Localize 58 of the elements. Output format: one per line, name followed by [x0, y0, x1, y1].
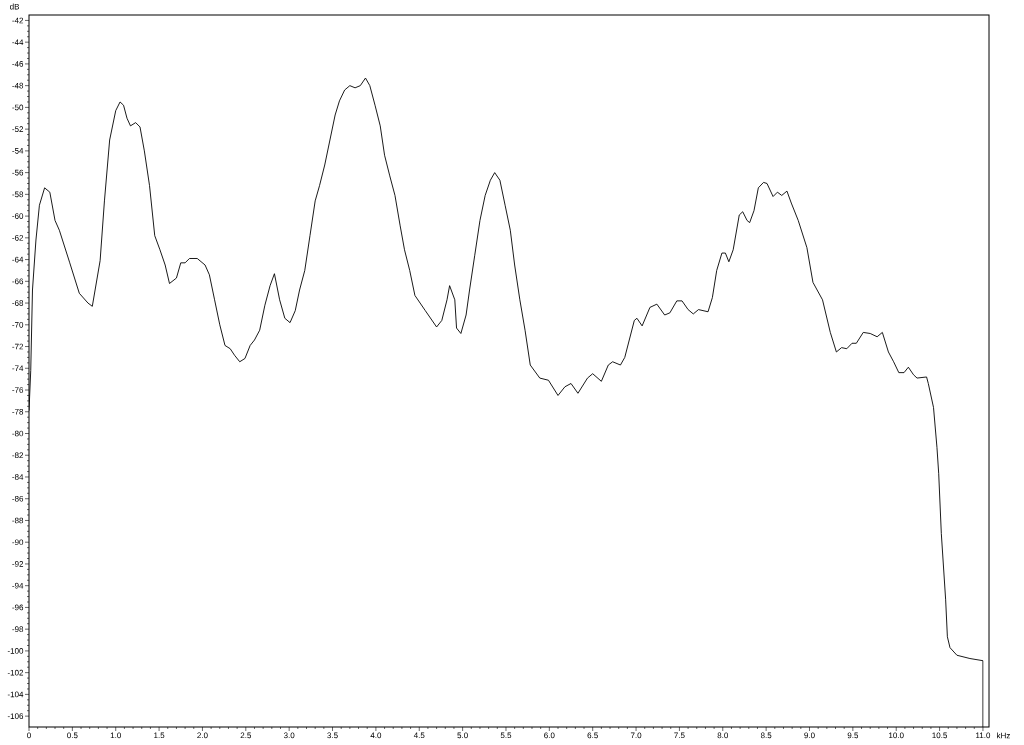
x-tick-label: 4.5 — [413, 732, 425, 739]
y-tick-label: -56 — [12, 169, 24, 176]
x-tick-label: 7.5 — [674, 732, 685, 739]
y-tick-label: -106 — [7, 713, 24, 719]
x-axis-title: kHz — [997, 732, 1010, 739]
x-tick-label: 9.5 — [847, 732, 859, 739]
y-tick-label: -74 — [12, 365, 24, 372]
x-tick-label: 5.5 — [500, 732, 512, 739]
x-tick-label: 9.0 — [804, 732, 815, 739]
y-tick-label: -70 — [12, 321, 24, 328]
x-tick-label: 11.0 — [976, 732, 991, 739]
x-tick-label: 6.0 — [544, 732, 555, 739]
x-tick-label: 0 — [27, 732, 31, 739]
y-tick-label: -50 — [12, 104, 24, 111]
x-tick-label: 1.0 — [110, 732, 121, 739]
x-tick-label: 5.0 — [457, 732, 468, 739]
y-tick-label: -64 — [12, 256, 24, 263]
y-tick-label: -62 — [12, 235, 24, 241]
x-tick-label: 0.5 — [67, 732, 78, 739]
y-axis-title: dB — [10, 3, 20, 10]
x-tick-label: 3.5 — [327, 732, 338, 739]
x-tick-label: 2.0 — [197, 732, 208, 739]
y-tick-label: -80 — [12, 430, 24, 437]
y-tick-label: -76 — [12, 387, 24, 393]
y-tick-label: -98 — [12, 626, 24, 632]
y-tick-label: -88 — [12, 517, 24, 524]
x-tick-label: 2.5 — [240, 732, 252, 739]
y-tick-label: -44 — [12, 39, 24, 45]
y-tick-label: -100 — [7, 648, 24, 654]
y-tick-label: -42 — [12, 17, 24, 24]
y-tick-label: -92 — [12, 561, 24, 567]
y-tick-label: -94 — [12, 582, 24, 589]
y-tick-label: -102 — [7, 669, 24, 676]
y-tick-label: -58 — [12, 191, 24, 198]
y-tick-label: -84 — [12, 474, 24, 480]
y-tick-label: -68 — [12, 300, 24, 306]
y-tick-label: -46 — [12, 61, 24, 67]
x-tick-label: 1.5 — [154, 732, 165, 739]
y-tick-label: -60 — [12, 213, 24, 219]
y-tick-label: -78 — [12, 408, 24, 415]
y-tick-label: -82 — [12, 452, 24, 459]
x-tick-label: 8.5 — [760, 732, 772, 739]
y-tick-label: -48 — [12, 82, 24, 89]
x-tick-label: 10.5 — [932, 732, 948, 739]
y-tick-label: -96 — [12, 604, 24, 611]
y-tick-label: -66 — [12, 278, 24, 285]
y-tick-label: -52 — [12, 126, 24, 132]
y-tick-label: -72 — [12, 343, 24, 350]
y-tick-label: -90 — [12, 539, 24, 546]
x-tick-label: 3.0 — [283, 732, 295, 739]
x-tick-label: 4.0 — [370, 732, 382, 739]
x-tick-label: 8.0 — [717, 732, 729, 739]
x-tick-label: 7.0 — [630, 732, 642, 739]
y-tick-label: -86 — [12, 495, 24, 502]
x-tick-label: 6.5 — [587, 732, 598, 739]
y-tick-label: -54 — [12, 148, 24, 154]
y-tick-label: -104 — [7, 691, 24, 698]
x-tick-label: 10.0 — [889, 732, 904, 739]
